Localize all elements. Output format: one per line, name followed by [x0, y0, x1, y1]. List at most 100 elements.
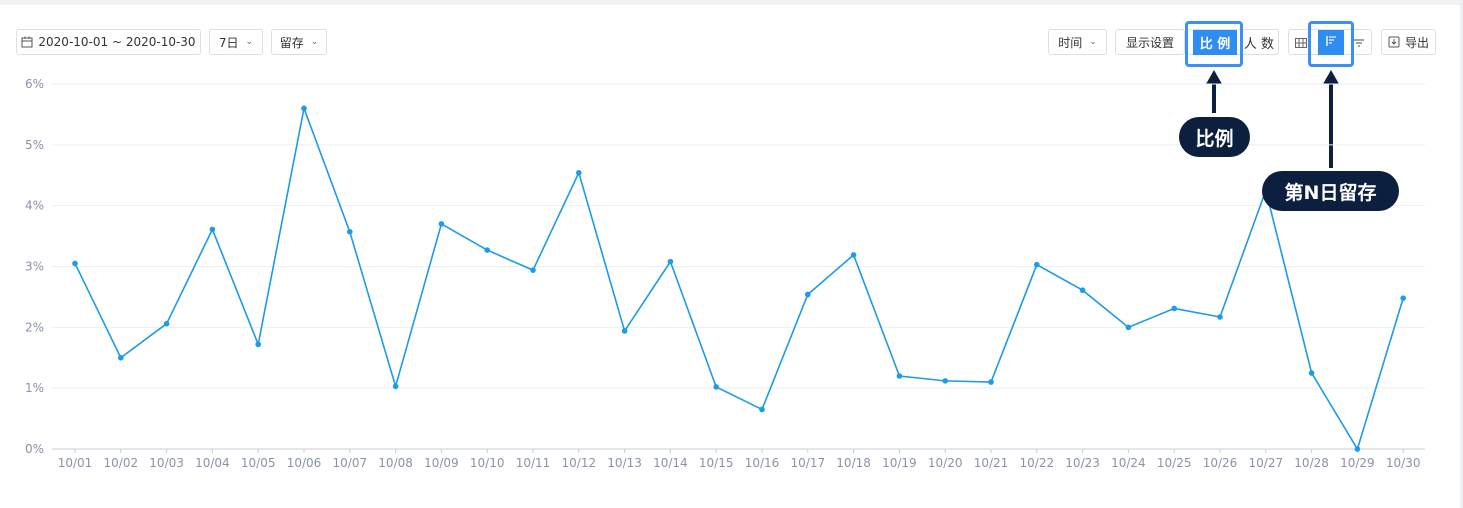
date-range-text: 2020-10-01 ~ 2020-10-30	[38, 35, 196, 49]
data-point[interactable]	[576, 170, 582, 176]
x-tick-label: 10/21	[974, 456, 1009, 470]
x-tick-label: 10/06	[287, 456, 322, 470]
data-point[interactable]	[347, 229, 353, 235]
table-icon	[1295, 33, 1307, 52]
data-point[interactable]	[896, 373, 903, 379]
nth-day-view-button[interactable]	[1318, 30, 1344, 55]
data-point[interactable]	[805, 291, 811, 298]
x-tick-label: 10/15	[699, 456, 734, 470]
y-tick-label: 5%	[25, 138, 44, 152]
data-point[interactable]	[988, 379, 994, 385]
data-point[interactable]	[713, 384, 719, 390]
y-tick-label: 1%	[25, 381, 44, 395]
data-point[interactable]	[1034, 261, 1040, 268]
time-select[interactable]: 时间 ⌄	[1048, 29, 1107, 55]
data-point[interactable]	[1308, 370, 1315, 376]
x-tick-label: 10/09	[424, 456, 459, 470]
x-tick-label: 10/20	[928, 456, 963, 470]
x-tick-label: 10/26	[1203, 456, 1238, 470]
top-border	[0, 0, 1463, 5]
ratio-callout-text: 比例	[1195, 127, 1234, 150]
data-point[interactable]	[484, 247, 491, 253]
data-point[interactable]	[118, 354, 124, 361]
data-point[interactable]	[392, 383, 399, 390]
x-tick-label: 10/23	[1065, 456, 1100, 470]
data-point[interactable]	[1400, 295, 1406, 301]
data-point[interactable]	[667, 258, 674, 265]
display-settings-label: 显示设置	[1125, 35, 1174, 50]
export-button[interactable]: 导出	[1381, 29, 1436, 55]
data-point[interactable]	[72, 260, 78, 267]
data-point[interactable]	[1171, 305, 1177, 312]
x-axis: 10/01 10/02 10/03 10/04 10/05 10/06 10/07 10/08…	[58, 449, 1421, 470]
x-tick-label: 10/16	[745, 456, 780, 470]
date-range-picker[interactable]: 2020-10-01 ~ 2020-10-30	[16, 29, 201, 55]
data-point[interactable]	[255, 341, 261, 348]
chevron-down-icon: ⌄	[1089, 37, 1097, 47]
data-point[interactable]	[850, 252, 857, 258]
data-point[interactable]	[1217, 314, 1223, 320]
data-point[interactable]	[301, 105, 307, 112]
x-tick-label: 10/29	[1340, 456, 1375, 470]
series-points	[72, 105, 1406, 452]
metric-select[interactable]: 留存 ⌄	[271, 29, 327, 55]
chevron-down-icon: ⌄	[245, 37, 254, 47]
period-select[interactable]: 7日 ⌄	[209, 29, 263, 55]
display-settings-button[interactable]: 显示设置	[1115, 29, 1185, 55]
x-tick-label: 10/05	[241, 456, 276, 470]
y-tick-label: 2%	[25, 320, 44, 334]
data-point[interactable]	[1354, 446, 1361, 452]
chart-grid	[52, 83, 1425, 450]
x-tick-label: 10/07	[333, 456, 368, 470]
ratio-button[interactable]: 比 例	[1193, 30, 1237, 55]
time-label: 时间	[1058, 35, 1083, 50]
x-tick-label: 10/14	[653, 456, 688, 470]
period-value: 7日	[218, 35, 239, 50]
sort-icon	[1353, 33, 1365, 52]
x-tick-label: 10/19	[882, 456, 917, 470]
count-label: 人 数	[1243, 37, 1275, 52]
x-tick-label: 10/22	[1020, 456, 1055, 470]
table-view-button[interactable]	[1290, 30, 1312, 55]
x-tick-label: 10/27	[1249, 456, 1284, 470]
y-tick-label: 6%	[25, 77, 44, 91]
data-point[interactable]	[1079, 287, 1086, 294]
x-tick-label: 10/30	[1386, 456, 1421, 470]
x-tick-label: 10/12	[562, 456, 597, 470]
data-point[interactable]	[759, 406, 765, 413]
sort-view-button[interactable]	[1348, 30, 1370, 55]
ratio-arrow	[1206, 70, 1222, 113]
series-line	[74, 105, 1404, 451]
nth-day-arrow	[1323, 70, 1339, 168]
x-tick-label: 10/11	[516, 456, 551, 470]
calendar-icon	[21, 36, 33, 48]
scrollbar-track[interactable]	[1460, 0, 1463, 508]
y-tick-label: 0%	[25, 442, 44, 456]
ratio-label: 比 例	[1199, 37, 1231, 52]
data-point[interactable]	[942, 378, 948, 384]
x-tick-label: 10/18	[836, 456, 871, 470]
data-point[interactable]	[530, 267, 536, 273]
data-point[interactable]	[163, 320, 170, 327]
x-tick-label: 10/17	[791, 456, 826, 470]
y-tick-label: 3%	[25, 260, 44, 274]
chevron-down-icon: ⌄	[310, 37, 319, 47]
x-tick-label: 10/02	[104, 456, 139, 470]
data-point[interactable]	[621, 328, 628, 334]
nth-day-callout: 第N日留存	[1262, 171, 1399, 211]
x-tick-label: 10/25	[1157, 456, 1192, 470]
data-point[interactable]	[1125, 324, 1132, 331]
x-tick-label: 10/01	[58, 456, 93, 470]
data-point[interactable]	[438, 221, 445, 227]
export-label: 导出	[1404, 35, 1429, 50]
data-point[interactable]	[209, 226, 216, 233]
y-axis: 0% 1% 2% 3% 4% 5% 6%	[25, 77, 44, 456]
count-button[interactable]: 人 数	[1240, 30, 1278, 55]
x-tick-label: 10/13	[607, 456, 642, 470]
x-tick-label: 10/10	[470, 456, 505, 470]
x-tick-label: 10/08	[378, 456, 413, 470]
x-tick-label: 10/28	[1294, 456, 1329, 470]
y-tick-label: 4%	[25, 199, 44, 213]
